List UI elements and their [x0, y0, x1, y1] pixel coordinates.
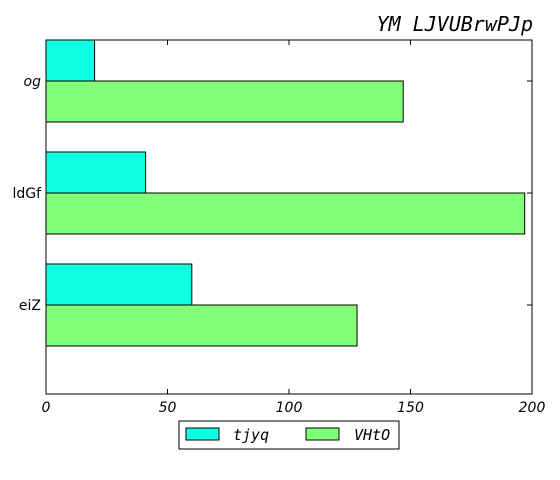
x-tick-label: 50: [159, 400, 177, 416]
bar-tjyq-eiZ: [45, 263, 193, 306]
x-tick-label: 200: [519, 400, 546, 416]
legend-label-vhto: VHtO: [354, 426, 390, 444]
legend: tjyq VHtO: [178, 420, 400, 450]
bar-VHtO-eiZ: [45, 304, 358, 347]
x-tick-label: 150: [397, 400, 424, 416]
legend-label-tjyq: tjyq: [233, 426, 269, 444]
legend-swatch-tjyq: [185, 427, 220, 441]
y-tick-label-eiZ: eiZ: [19, 298, 41, 314]
x-tick-label: 100: [276, 400, 303, 416]
bar-tjyq-og: [45, 39, 96, 82]
ticks-group: 0 50 100 150 200 og ldGf eiZ: [12, 40, 545, 416]
bar-VHtO-og: [45, 80, 404, 123]
y-tick-label-og: og: [24, 74, 42, 90]
bars-group: [45, 39, 526, 347]
x-tick-label: 0: [42, 400, 51, 416]
y-tick-label-ldGf: ldGf: [12, 186, 42, 202]
legend-swatch-vhto: [305, 427, 340, 441]
bar-tjyq-ldGf: [45, 151, 147, 194]
chart-title: YM LJVUBrwPJp: [376, 12, 533, 36]
bar-VHtO-ldGf: [45, 192, 526, 235]
